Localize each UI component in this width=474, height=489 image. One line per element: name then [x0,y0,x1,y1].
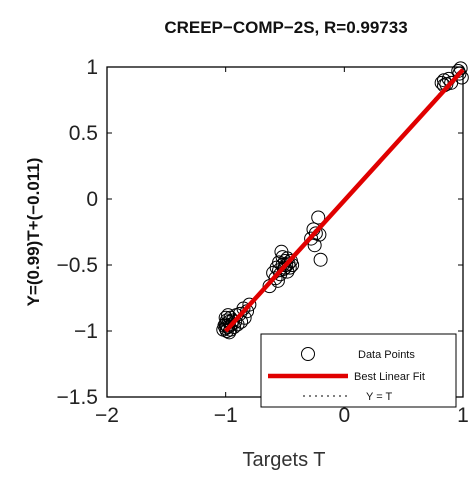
x-axis-label: Targets T [243,449,326,471]
y-tick-label: −0.5 [57,254,98,277]
data-point [274,244,289,259]
fit-line-layer [224,68,465,333]
y-tick-label: 0 [86,188,98,211]
x-tick-label: −1 [214,404,238,427]
best-linear-fit-line [224,68,465,333]
data-point [311,210,326,225]
axis-ticks: −2 −1 0 1 −1.5 −1 −0.5 0 0.5 1 [57,56,469,427]
legend-label-data-points: Data Points [358,349,415,361]
x-tick-label: 0 [338,404,350,427]
legend-label-identity: Y = T [366,391,392,403]
data-point [313,252,328,267]
data-point [268,271,283,286]
legend: Data Points Best Linear Fit Y = T [260,333,457,408]
legend-marker-data-points [301,347,315,361]
y-tick-label: 1 [86,56,98,79]
data-point [279,258,294,272]
data-point [276,261,291,276]
y-tick-label: −1 [74,320,98,343]
y-tick-label: −1.5 [57,386,98,409]
data-point [218,310,233,325]
data-point [228,314,243,329]
data-point [452,66,467,81]
data-point [242,297,257,312]
x-tick-label: 1 [457,404,469,427]
x-tick-label: −2 [95,404,119,427]
data-point [304,231,319,246]
legend-label-best-fit: Best Linear Fit [354,371,425,383]
y-tick-label: 0.5 [69,122,98,145]
y-axis-label: Y=(0.99)T+(−0.011) [24,158,43,307]
legend-box [260,333,457,408]
chart-title: CREEP−COMP−2S, R=0.99733 [164,18,407,37]
